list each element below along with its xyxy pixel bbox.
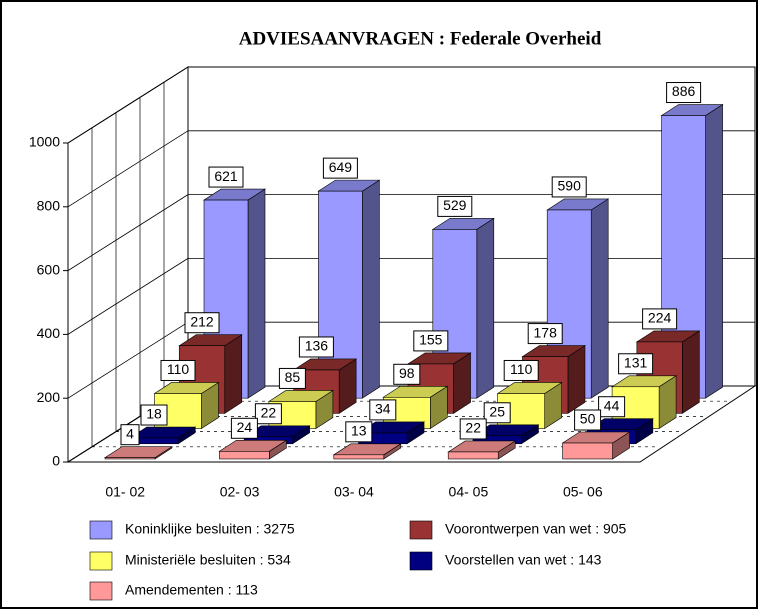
legend-swatch — [89, 581, 113, 601]
value-label: 44 — [604, 397, 620, 413]
value-label: 110 — [167, 361, 190, 377]
value-label-box — [278, 367, 306, 389]
bar-side — [705, 103, 723, 399]
legend-swatch — [89, 551, 113, 571]
value-label-box — [369, 399, 397, 421]
value-label: 224 — [648, 310, 672, 326]
value-label: 13 — [351, 423, 367, 439]
legend-swatch — [409, 520, 433, 540]
value-label-box — [666, 82, 702, 104]
bar — [104, 457, 156, 460]
grid-line — [67, 130, 189, 208]
legend-swatch — [409, 551, 433, 571]
legend-label: Amendementen : 113 — [125, 582, 258, 598]
bar-side — [682, 330, 700, 414]
value-label: 18 — [146, 406, 162, 422]
value-label: 25 — [489, 403, 505, 419]
value-label: 529 — [443, 197, 467, 213]
value-label-box — [574, 409, 602, 431]
value-label-box — [184, 312, 220, 334]
y-tick-label: 1000 — [29, 134, 60, 150]
grid-line — [67, 194, 189, 271]
value-label-box — [618, 353, 654, 375]
value-label-box — [437, 195, 473, 217]
value-label: 590 — [558, 178, 582, 194]
value-label: 621 — [214, 168, 238, 184]
value-label: 98 — [399, 365, 415, 381]
value-label: 136 — [305, 338, 329, 354]
value-label: 22 — [465, 420, 481, 436]
value-label: 85 — [285, 369, 301, 385]
x-tick-label: 02- 03 — [220, 484, 260, 500]
value-label-box — [393, 363, 421, 385]
grid-line — [67, 258, 189, 335]
grid-line — [67, 321, 189, 399]
bar-side — [476, 217, 495, 399]
value-label: 212 — [190, 313, 214, 329]
value-label: 22 — [261, 404, 277, 420]
legend-label: Voorstellen van wet : 143 — [445, 552, 602, 568]
value-label-box — [483, 402, 511, 424]
value-label-box — [459, 418, 487, 440]
value-label: 649 — [329, 159, 353, 175]
value-label: 34 — [375, 401, 391, 417]
chart-title: ADVIESAANVRAGEN : Federale Overheid — [239, 28, 602, 49]
value-label-box — [322, 157, 358, 179]
value-label: 50 — [580, 411, 596, 427]
value-label-box — [298, 336, 334, 358]
value-label: 110 — [510, 361, 533, 377]
y-tick-label: 600 — [37, 261, 61, 277]
value-label-box — [160, 359, 196, 381]
value-label-box — [642, 308, 678, 330]
y-tick-label: 800 — [37, 198, 61, 214]
x-tick-label: 01- 02 — [105, 484, 145, 500]
y-tick-label: 200 — [37, 389, 61, 405]
bar-side — [590, 198, 609, 399]
value-label: 178 — [534, 324, 558, 340]
value-label: 155 — [419, 332, 443, 348]
value-label-box — [551, 176, 587, 198]
bar-side — [247, 188, 266, 399]
bar — [333, 454, 385, 460]
value-label-box — [208, 166, 244, 188]
legend-label: Voorontwerpen van wet : 905 — [445, 521, 627, 537]
value-label-box — [413, 330, 449, 352]
y-tick-label: 400 — [37, 325, 61, 341]
value-label-box — [140, 404, 168, 426]
value-label-box — [230, 417, 258, 439]
value-label: 4 — [126, 425, 134, 441]
bar-side — [362, 179, 380, 399]
legend-label: Koninklijke besluiten : 3275 — [125, 521, 295, 537]
y-tick-label: 0 — [52, 453, 60, 469]
legend-label: Ministeriële besluiten : 534 — [125, 552, 291, 568]
bar — [219, 451, 270, 460]
value-label-box — [503, 359, 539, 381]
value-label: 24 — [237, 419, 253, 435]
value-label-box — [598, 396, 626, 418]
value-label-box — [120, 424, 140, 446]
bar-side — [567, 345, 586, 414]
x-tick-label: 05- 06 — [563, 484, 603, 500]
value-label-box — [254, 403, 282, 425]
value-label: 886 — [672, 83, 696, 99]
value-label: 131 — [624, 354, 648, 370]
bar — [447, 451, 499, 460]
grid-line — [67, 66, 189, 144]
value-label-box — [345, 421, 373, 443]
x-tick-label: 04- 05 — [449, 484, 489, 500]
bar-side — [224, 334, 243, 414]
legend-swatch — [89, 520, 113, 540]
bar — [562, 442, 613, 460]
value-label-box — [527, 323, 563, 345]
x-tick-label: 03- 04 — [334, 484, 374, 500]
